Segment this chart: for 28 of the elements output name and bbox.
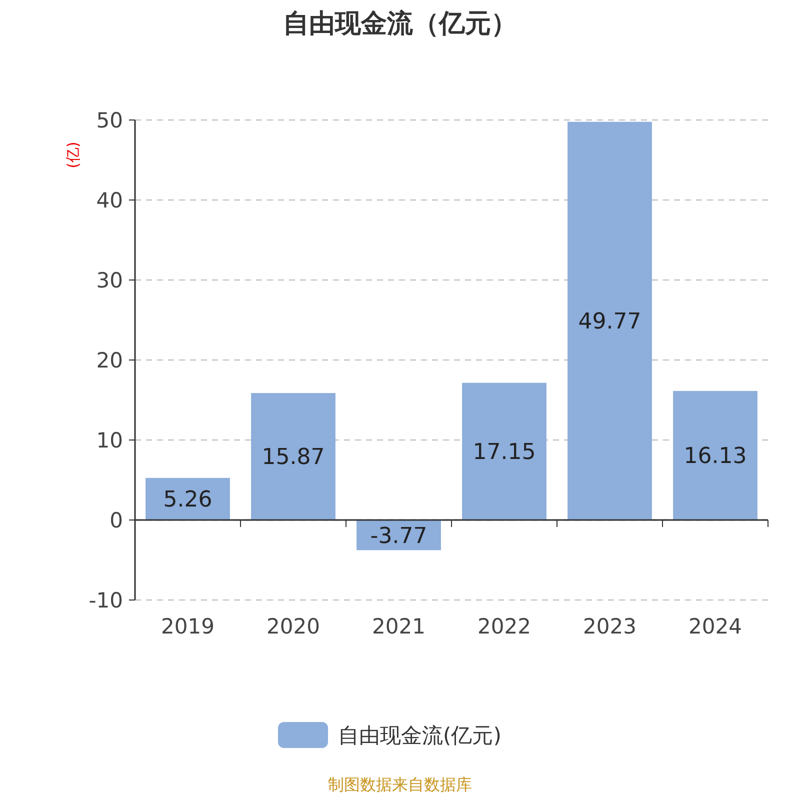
x-tick-label: 2021 (372, 614, 426, 638)
data-label: 5.26 (163, 488, 212, 513)
bar (462, 382, 546, 520)
data-label: -3.77 (370, 524, 428, 549)
data-label: 17.15 (472, 440, 536, 466)
y-tick-label: 30 (96, 268, 123, 292)
data-label: 49.77 (578, 310, 642, 335)
x-tick-label: 2024 (688, 614, 742, 638)
bar (568, 122, 652, 520)
y-tick-label: 0 (110, 508, 123, 532)
chart-title: 自由现金流（亿元） (283, 9, 517, 39)
y-tick-label: 10 (96, 428, 123, 452)
y-tick-label: 40 (96, 188, 123, 212)
x-tick-label: 2022 (478, 614, 531, 638)
y-tick-label: 50 (96, 108, 123, 132)
y-axis-title: (亿) (64, 142, 82, 168)
data-label: 16.13 (684, 444, 747, 470)
text: 制图数据来自数据库 (328, 775, 472, 794)
x-tick-label: 2020 (266, 614, 320, 638)
y-tick-label: -10 (88, 588, 123, 612)
bar (673, 390, 758, 520)
bar (251, 393, 336, 520)
bar (146, 478, 230, 520)
data-label: 15.87 (262, 445, 325, 470)
x-tick-label: 2019 (161, 614, 214, 638)
x-tick-label: 2023 (583, 614, 636, 638)
legend-label: 自由现金流(亿元) (338, 723, 502, 748)
y-tick-label: 20 (96, 348, 123, 372)
